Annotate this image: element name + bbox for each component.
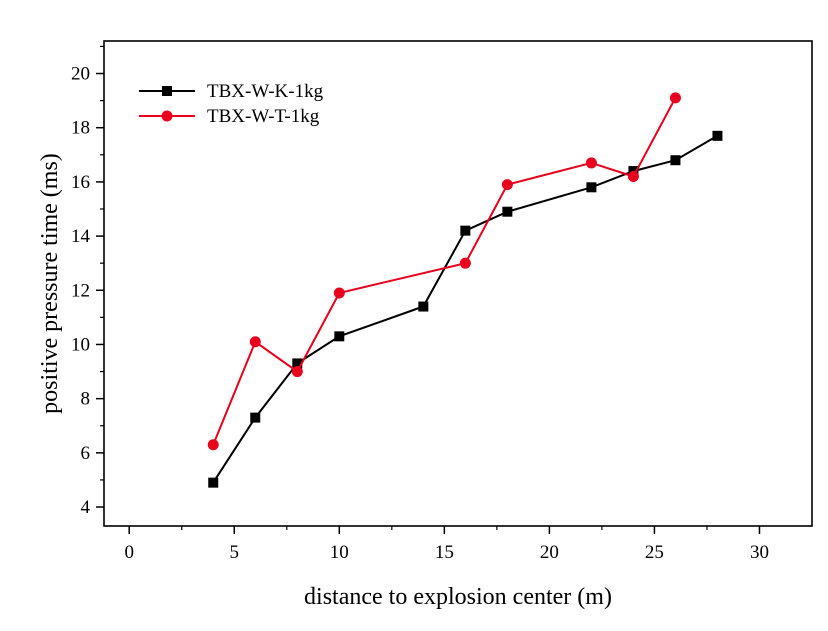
y-tick-label: 8 [81,389,91,410]
x-axis-ticks: 0 5 10 15 20 25 30 [124,526,769,563]
data-point [334,331,345,342]
legend-item: TBX-W-K-1kg [139,81,324,102]
series-line [212,97,677,446]
legend-marker [161,110,173,122]
x-tick-label: 5 [230,542,240,563]
data-point [250,412,261,423]
x-tick-label: 15 [435,542,454,563]
plot-series [207,92,723,488]
y-tick-label: 12 [71,280,90,301]
y-tick-label: 4 [81,497,91,518]
plot-frame [103,40,813,527]
data-point [460,225,471,236]
series-2 [207,92,681,451]
y-tick-label: 10 [71,334,90,355]
y-axis-title: positive pressure time (ms) [37,153,63,414]
series-1 [208,130,723,488]
legend-label: TBX-W-T-1kg [207,106,320,127]
data-point [207,439,219,451]
y-tick-label: 14 [71,226,91,247]
data-point [208,477,219,488]
data-point [418,301,429,312]
data-point [585,157,597,169]
legend: TBX-W-K-1kg TBX-W-T-1kg [139,81,324,127]
data-point [502,206,513,217]
data-point [670,155,681,166]
data-point [249,336,261,348]
data-point [333,287,345,299]
y-tick-label: 6 [81,443,91,464]
x-tick-label: 10 [330,542,349,563]
y-tick-label: 20 [71,64,90,85]
legend-marker [162,86,172,96]
legend-item: TBX-W-T-1kg [139,106,320,127]
x-tick-label: 30 [750,542,769,563]
data-point [712,130,723,141]
x-tick-label: 25 [645,542,664,563]
y-tick-label: 16 [71,172,90,193]
x-tick-label: 20 [540,542,559,563]
x-axis-title: distance to explosion center (m) [304,584,612,610]
data-point [586,182,597,193]
data-point [627,170,639,182]
x-tick-label: 0 [124,542,134,563]
data-point [459,257,471,269]
legend-label: TBX-W-K-1kg [207,81,324,102]
data-point [291,366,303,378]
data-point [501,179,513,191]
y-tick-label: 18 [71,118,90,139]
series-line [212,134,719,484]
data-point [669,92,681,104]
data-point [292,358,303,369]
y-axis-ticks: 4 6 8 10 12 14 16 18 20 [71,45,104,518]
